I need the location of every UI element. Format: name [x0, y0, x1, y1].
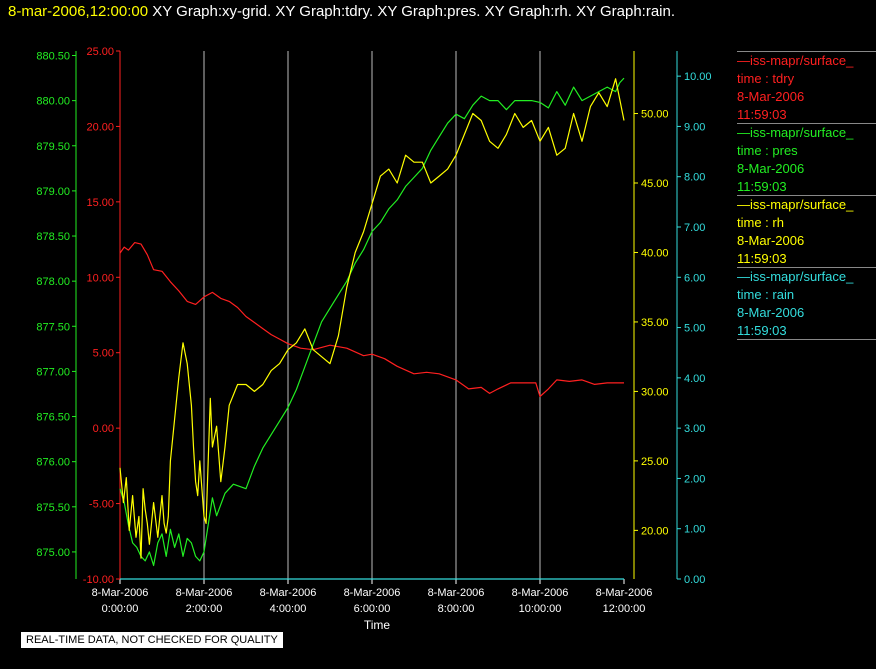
tdry-tick-label: 25.00: [86, 46, 114, 58]
pres-tick-label: 879.50: [36, 141, 70, 153]
rain-tick-label: 5.00: [684, 323, 705, 335]
legend-separator: [737, 267, 876, 268]
pres-tick-label: 877.50: [36, 321, 70, 333]
tdry-tick-label: -10.00: [83, 574, 114, 586]
x-tick-label-time: 8:00:00: [438, 603, 475, 615]
tdry-tick-label: 10.00: [86, 272, 114, 284]
legend-date: 8-Mar-2006: [737, 161, 805, 176]
legend-entry-rain[interactable]: —iss-mapr/surface_ time : rain 8-Mar-200…: [737, 267, 876, 340]
x-tick-label-date: 8-Mar-2006: [260, 587, 317, 599]
legend-time: 11:59:03: [737, 323, 787, 338]
pres-tick-label: 875.00: [36, 547, 70, 559]
legend-separator: [737, 195, 876, 196]
legend-variable: time : tdry: [737, 71, 795, 86]
legend-variable: time : rain: [737, 287, 795, 302]
legend-entry-tdry[interactable]: —iss-mapr/surface_ time : tdry 8-Mar-200…: [737, 51, 876, 124]
legend-bottom-rule: [737, 339, 876, 340]
rain-tick-label: 3.00: [684, 423, 705, 435]
x-tick-label-date: 8-Mar-2006: [176, 587, 233, 599]
legend-time: 11:59:03: [737, 107, 787, 122]
rh-tick-label: 35.00: [641, 317, 669, 329]
x-tick-label-date: 8-Mar-2006: [344, 587, 401, 599]
tdry-tick-label: -5.00: [89, 499, 114, 511]
legend-source: —iss-mapr/surface_: [737, 125, 854, 140]
x-tick-label-date: 8-Mar-2006: [428, 587, 485, 599]
legend-entry-rh[interactable]: —iss-mapr/surface_ time : rh 8-Mar-2006 …: [737, 195, 876, 268]
x-tick-label-date: 8-Mar-2006: [596, 587, 653, 599]
pres-tick-label: 878.00: [36, 276, 70, 288]
pres-tick-label: 880.50: [36, 51, 70, 63]
rain-tick-label: 10.00: [684, 71, 712, 83]
x-tick-label-time: 6:00:00: [354, 603, 391, 615]
legend-date: 8-Mar-2006: [737, 89, 805, 104]
x-tick-label-date: 8-Mar-2006: [92, 587, 149, 599]
legend-source: —iss-mapr/surface_: [737, 53, 854, 68]
rain-tick-label: 2.00: [684, 473, 705, 485]
pres-tick-label: 877.00: [36, 366, 70, 378]
x-tick-label-time: 0:00:00: [102, 603, 139, 615]
legend-source: —iss-mapr/surface_: [737, 269, 854, 284]
pres-tick-label: 878.50: [36, 231, 70, 243]
x-tick-label-time: 12:00:00: [603, 603, 646, 615]
x-tick-label-time: 10:00:00: [519, 603, 562, 615]
pres-tick-label: 880.00: [36, 96, 70, 108]
quality-notice: REAL-TIME DATA, NOT CHECKED FOR QUALITY: [20, 631, 284, 649]
x-tick-label-time: 4:00:00: [270, 603, 307, 615]
pres-tick-label: 879.00: [36, 186, 70, 198]
rh-tick-label: 40.00: [641, 247, 669, 259]
rh-series-line: [119, 78, 625, 559]
header-timestamp: 8-mar-2006,12:00:00: [8, 3, 149, 20]
rain-tick-label: 8.00: [684, 172, 705, 184]
rh-tick-label: 50.00: [641, 109, 669, 121]
legend-entry-pres[interactable]: —iss-mapr/surface_ time : pres 8-Mar-200…: [737, 123, 876, 196]
legend-variable: time : pres: [737, 143, 798, 158]
tdry-tick-label: 20.00: [86, 121, 114, 133]
legend-date: 8-Mar-2006: [737, 305, 805, 320]
pres-series-line: [119, 77, 625, 567]
rh-tick-label: 25.00: [641, 456, 669, 468]
rain-tick-label: 1.00: [684, 524, 705, 536]
tdry-tick-label: 15.00: [86, 197, 114, 209]
legend-time: 11:59:03: [737, 251, 787, 266]
legend-time: 11:59:03: [737, 179, 787, 194]
pres-tick-label: 876.50: [36, 412, 70, 424]
graph-header: 8-mar-2006,12:00:00 XY Graph:xy-grid. XY…: [8, 3, 675, 20]
x-tick-label-time: 2:00:00: [186, 603, 223, 615]
x-axis-label: Time: [364, 618, 391, 632]
rain-tick-label: 0.00: [684, 574, 705, 586]
legend-separator: [737, 123, 876, 124]
rain-tick-label: 6.00: [684, 272, 705, 284]
tdry-tick-label: 5.00: [93, 348, 114, 360]
legend-separator: [737, 339, 876, 340]
legend-source: —iss-mapr/surface_: [737, 197, 854, 212]
rh-tick-label: 20.00: [641, 525, 669, 537]
pres-tick-label: 876.00: [36, 457, 70, 469]
x-tick-label-date: 8-Mar-2006: [512, 587, 569, 599]
legend-date: 8-Mar-2006: [737, 233, 805, 248]
pres-tick-label: 875.50: [36, 502, 70, 514]
header-graph-list: XY Graph:xy-grid. XY Graph:tdry. XY Grap…: [152, 3, 676, 20]
rain-tick-label: 4.00: [684, 373, 705, 385]
rh-tick-label: 30.00: [641, 386, 669, 398]
legend-variable: time : rh: [737, 215, 784, 230]
tdry-series-line: [119, 242, 624, 398]
rain-tick-label: 9.00: [684, 121, 705, 133]
legend-separator: [737, 51, 876, 52]
rh-tick-label: 45.00: [641, 178, 669, 190]
rain-tick-label: 7.00: [684, 222, 705, 234]
tdry-tick-label: 0.00: [93, 423, 114, 435]
